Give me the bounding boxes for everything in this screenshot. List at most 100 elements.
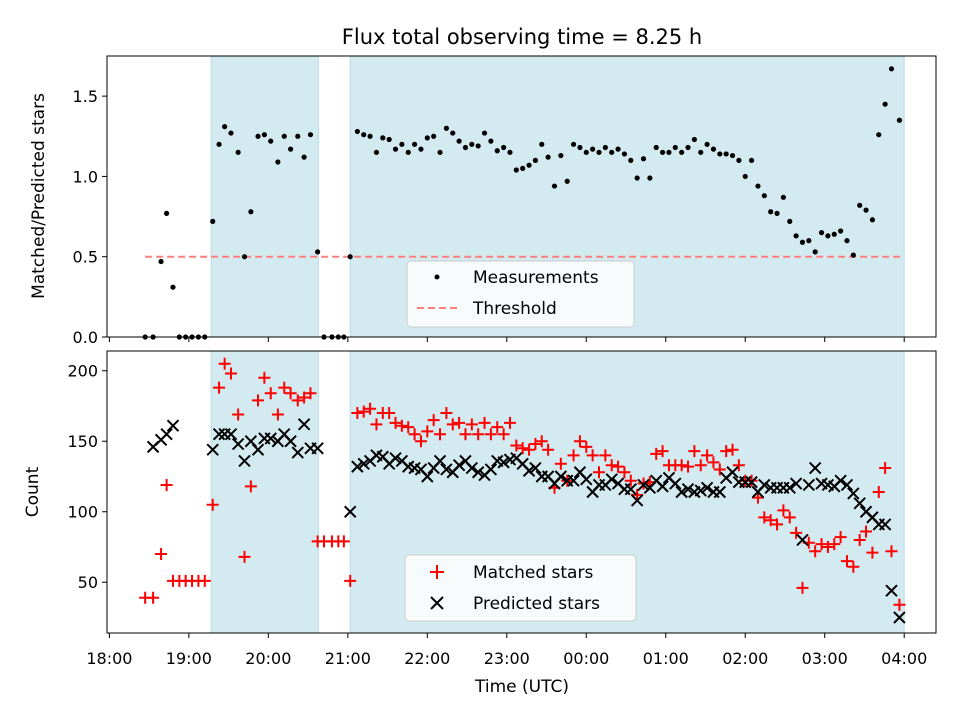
matched-star-point: [612, 460, 625, 473]
matched-star-point: [337, 535, 350, 548]
measurement-point: [691, 136, 697, 143]
matched-star-point: [777, 504, 790, 517]
predicted-star-point: [251, 443, 265, 456]
measurement-point: [806, 238, 812, 244]
measurement-point: [456, 138, 462, 144]
matched-star-point: [580, 440, 593, 453]
measurement-point: [647, 175, 653, 181]
measurement-point: [216, 141, 222, 147]
matched-star-point: [291, 394, 304, 407]
measurement-point: [672, 144, 678, 151]
measurement-point: [532, 157, 539, 163]
matched-star-point: [567, 449, 580, 462]
matched-star-point: [364, 402, 377, 415]
top-panel: Matched/Predicted stars Measurements Thr…: [29, 55, 937, 340]
measurement-point: [774, 210, 780, 216]
measurement-point: [450, 130, 456, 136]
predicted-star-point: [484, 463, 498, 476]
bottom-y-tick-label: 50: [78, 573, 98, 592]
predicted-star-point: [700, 481, 714, 494]
measurement-point: [780, 194, 786, 200]
matched-star-point: [440, 407, 453, 420]
measurement-point: [481, 130, 488, 136]
top-plot-area: [142, 66, 905, 340]
x-tick-label: 04:00: [881, 649, 927, 668]
predicted-star-point: [630, 494, 644, 507]
measurement-point: [876, 132, 882, 138]
predicted-star-point: [675, 485, 688, 499]
x-tick-label: 23:00: [484, 649, 530, 668]
matched-star-point: [523, 443, 536, 456]
matched-star-point: [408, 428, 421, 441]
predicted-star-point: [885, 584, 898, 597]
matched-star-point: [885, 545, 898, 558]
predicted-star-point: [311, 442, 324, 455]
measurement-point: [462, 144, 469, 151]
measurement-point: [742, 173, 748, 180]
matched-star-point: [751, 491, 764, 504]
predicted-star-point: [847, 487, 860, 500]
predicted-star-point: [357, 457, 370, 471]
predicted-star-point: [802, 478, 816, 492]
measurement-point: [361, 132, 367, 138]
matched-star-point: [503, 416, 516, 429]
measurement-point: [621, 151, 628, 157]
measurement-point: [392, 146, 399, 152]
measurement-point: [469, 141, 475, 147]
predicted-star-point: [694, 484, 707, 497]
predicted-star-point: [238, 454, 251, 468]
predicted-star-point: [580, 473, 593, 486]
x-axis: 18:00 19:00 20:00 21:00 22:00 23:00 00:00 01:00…: [86, 649, 927, 668]
measurement-point: [347, 254, 353, 260]
measurement-point: [158, 258, 164, 265]
matched-star-point: [783, 511, 796, 524]
matched-star-point: [688, 445, 701, 458]
measurement-point: [838, 228, 844, 234]
matched-star-point: [834, 531, 847, 544]
matched-star-point: [258, 371, 271, 384]
x-tick-label: 02:00: [722, 649, 768, 668]
predicted-star-point: [808, 461, 822, 475]
matched-star-point: [224, 367, 237, 380]
matched-star-point: [554, 457, 567, 470]
measurement-point: [653, 144, 659, 151]
legend-predicted-marker: [430, 596, 444, 610]
measurement-point: [431, 133, 437, 139]
predicted-star-point: [465, 461, 479, 475]
measurement-point: [315, 249, 321, 255]
matched-star-point: [840, 555, 853, 568]
matched-star-point: [815, 538, 828, 551]
matched-star-point: [427, 414, 440, 427]
measurement-point: [685, 144, 691, 151]
measurement-point: [831, 231, 837, 237]
measurement-point: [793, 233, 799, 239]
measurement-point: [768, 209, 774, 215]
bottom-y-axis-label: Count: [23, 466, 43, 517]
top-shaded-interval: [210, 55, 319, 338]
predicted-star-point: [681, 482, 695, 496]
predicted-star-point: [758, 478, 771, 492]
predicted-star-point: [878, 518, 892, 531]
x-tick-label: 18:00: [86, 649, 132, 668]
matched-star-point: [304, 387, 317, 400]
measurement-point: [494, 148, 500, 154]
matched-star-point: [465, 418, 478, 431]
matched-star-point: [866, 546, 879, 559]
top-y-tick-label: 0.0: [73, 328, 98, 347]
legend-matched-marker: [430, 565, 444, 579]
x-tick-label: 19:00: [166, 649, 212, 668]
matched-star-point: [155, 548, 168, 561]
matched-star-point: [244, 480, 257, 493]
measurement-point: [411, 141, 418, 147]
measurement-point: [659, 149, 666, 155]
predicted-star-point: [291, 446, 304, 459]
predicted-star-point: [231, 437, 245, 451]
bottom-panel-frame: [106, 350, 937, 634]
top-y-tick-label: 0.5: [73, 248, 98, 267]
matched-star-point: [402, 421, 415, 434]
matched-star-point: [860, 525, 873, 538]
matched-star-point: [198, 574, 211, 587]
matched-star-point: [389, 416, 402, 429]
measurement-point: [418, 146, 424, 152]
predicted-star-point: [522, 464, 536, 478]
